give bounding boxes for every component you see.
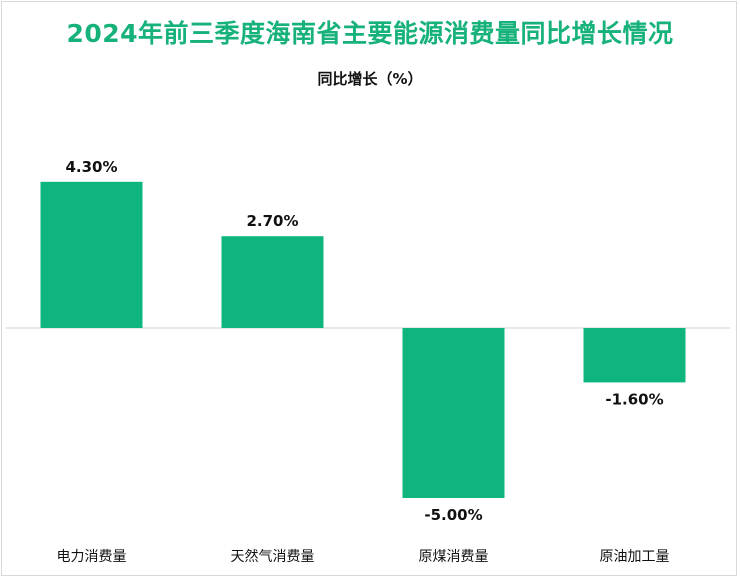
bar-2: [402, 328, 505, 498]
category-label-0: 电力消费量: [57, 549, 127, 565]
bar-1: [221, 236, 324, 328]
y-axis-label: 同比增长（%）: [317, 70, 423, 88]
data-label-0: 4.30%: [65, 158, 117, 176]
data-label-2: -5.00%: [424, 506, 482, 524]
bars-group: 4.30% 电力消费量 2.70% 天然气消费量 -5.00% 原煤消费量 -1.60% 原油…: [40, 158, 686, 565]
bar-0: [40, 181, 143, 328]
data-label-1: 2.70%: [246, 212, 298, 230]
bar-3: [583, 328, 686, 383]
category-label-1: 天然气消费量: [231, 548, 315, 565]
chart-title: 2024年前三季度海南省主要能源消费量同比增长情况: [66, 19, 674, 48]
category-label-2: 原煤消费量: [419, 549, 489, 565]
data-label-3: -1.60%: [605, 390, 663, 408]
category-label-3: 原油加工量: [600, 549, 670, 565]
